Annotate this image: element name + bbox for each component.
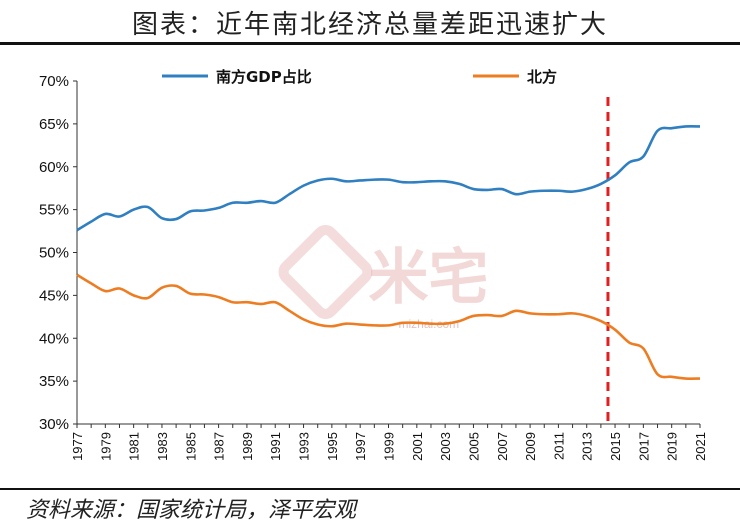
title-rule <box>0 42 740 45</box>
x-tick-label: 2011 <box>551 432 566 460</box>
watermark-text: 米宅 <box>369 243 489 313</box>
x-tick-label: 1989 <box>240 432 255 461</box>
x-tick-label: 2017 <box>636 432 651 461</box>
x-tick-label: 1977 <box>70 432 85 461</box>
x-tick-label: 1983 <box>155 432 170 461</box>
y-tick-label: 35% <box>39 373 69 390</box>
y-tick-label: 30% <box>39 416 69 433</box>
x-tick-label: 1979 <box>98 432 113 461</box>
x-tick-label: 1997 <box>353 432 368 461</box>
x-tick-label: 2021 <box>693 432 708 461</box>
watermark-logo <box>278 225 373 319</box>
x-tick-label: 2015 <box>608 432 623 461</box>
legend: 南方GDP占比 北方 <box>162 68 557 86</box>
series-lines <box>76 125 701 380</box>
x-tick-label: 2003 <box>438 432 453 461</box>
legend-label: 南方GDP占比 <box>216 68 312 86</box>
x-tick-label: 1991 <box>268 432 283 461</box>
legend-label: 北方 <box>527 68 557 86</box>
source-rule <box>0 488 740 490</box>
x-tick-label: 2007 <box>495 432 510 461</box>
chart-title: 图表：近年南北经济总量差距迅速扩大 <box>131 10 608 40</box>
x-tick-label: 1981 <box>127 432 142 461</box>
x-tick-label: 2005 <box>466 432 481 461</box>
series-line-north <box>76 273 701 380</box>
series-line-south <box>76 125 701 232</box>
y-tick-label: 40% <box>39 330 69 347</box>
y-tick-label: 65% <box>39 116 69 133</box>
chart-axes: 30% 35% 40% 45% 50% 55% 60% 65% 70% 1977 1979 1981 1… <box>39 73 708 461</box>
x-tick-label: 2019 <box>665 432 680 461</box>
y-tick-label: 50% <box>39 245 69 262</box>
x-tick-label: 1995 <box>325 432 340 461</box>
y-tick-label: 55% <box>39 202 69 219</box>
source-note: 资料来源：国家统计局，泽平宏观 <box>26 498 357 523</box>
x-tick-label: 1993 <box>297 432 312 461</box>
x-tick-label: 1985 <box>183 432 198 461</box>
y-tick-label: 60% <box>39 159 69 176</box>
x-tick-label: 2009 <box>523 432 538 461</box>
y-tick-label: 45% <box>39 287 69 304</box>
x-tick-label: 1987 <box>212 432 227 461</box>
x-tick-label: 1999 <box>382 432 397 461</box>
x-tick-label: 2013 <box>580 432 595 461</box>
x-tick-label: 2001 <box>410 432 425 461</box>
y-tick-label: 70% <box>39 73 69 90</box>
